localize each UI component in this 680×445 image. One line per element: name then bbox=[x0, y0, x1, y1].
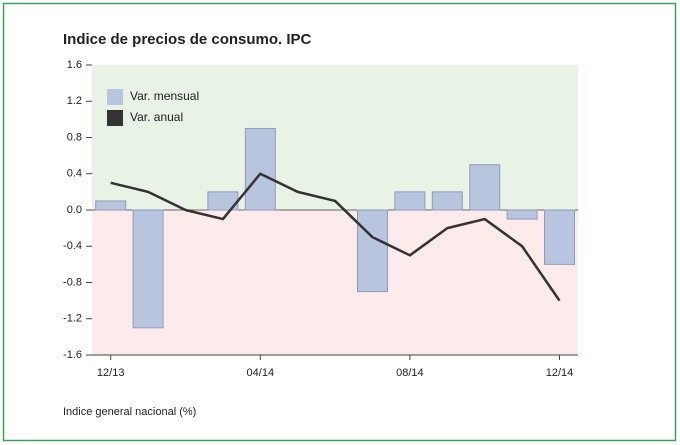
x-tick-label: 08/14 bbox=[396, 367, 424, 379]
bar bbox=[95, 200, 127, 211]
y-tick-label: 1.2 bbox=[67, 95, 82, 107]
legend-swatch bbox=[107, 89, 123, 105]
legend-swatch bbox=[107, 110, 123, 126]
footnote: Indice general nacional (%) bbox=[63, 406, 196, 418]
legend-label: Var. mensual bbox=[130, 89, 199, 103]
positive-background bbox=[92, 65, 579, 210]
y-tick-label: -0.4 bbox=[63, 240, 82, 252]
bar bbox=[132, 209, 164, 329]
bar bbox=[357, 209, 388, 293]
y-tick-label: 1.6 bbox=[67, 59, 82, 71]
y-tick-label: 0.0 bbox=[67, 204, 82, 216]
bar bbox=[506, 209, 538, 220]
negative-background bbox=[92, 210, 579, 355]
y-tick-label: 0.4 bbox=[67, 168, 82, 180]
bar bbox=[469, 164, 501, 211]
x-tick-label: 12/14 bbox=[546, 367, 574, 379]
y-tick-label: -0.8 bbox=[63, 276, 82, 288]
bar bbox=[431, 191, 463, 211]
line bbox=[110, 172, 561, 302]
legend-label: Var. anual bbox=[130, 110, 183, 124]
bar bbox=[244, 127, 276, 211]
chart-title: Indice de precios de consumo. IPC bbox=[63, 31, 312, 48]
x-tick-label: 12/13 bbox=[97, 367, 125, 379]
bar bbox=[394, 191, 426, 211]
x-tick-label: 04/14 bbox=[247, 367, 275, 379]
y-tick-label: -1.6 bbox=[63, 349, 82, 361]
bar bbox=[544, 209, 575, 265]
y-tick-label: -1.2 bbox=[63, 313, 82, 325]
y-tick-label: 0.8 bbox=[67, 131, 82, 143]
